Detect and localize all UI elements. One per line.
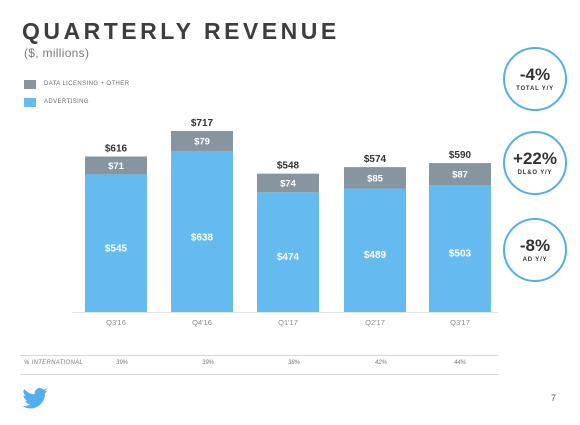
data-label-advertising: $489 <box>364 250 387 261</box>
data-label-total: $717 <box>191 118 214 129</box>
legend-item-data-licensing: DATA LICENSING + OTHER <box>24 79 129 89</box>
bar-advertising <box>171 150 233 312</box>
kpi-dlo-value: +22% <box>513 149 557 168</box>
bar-data-licensing <box>344 167 406 189</box>
international-value: 44% <box>453 360 466 366</box>
bar-data-licensing <box>85 156 147 175</box>
legend-item-advertising: ADVERTISING <box>24 97 129 107</box>
international-row: % INTERNATIONAL 39% 39% 38% 42% 44% <box>20 355 498 375</box>
x-tick-label: Q3'16 <box>106 318 126 327</box>
data-label-advertising: $638 <box>191 232 214 243</box>
x-tick-label: Q1'17 <box>278 318 298 327</box>
international-value: 39% <box>201 360 214 366</box>
legend-label-advertising: ADVERTISING <box>44 99 89 105</box>
data-label-data-licensing: $79 <box>194 136 210 147</box>
kpi-ad-label: AD Y/Y <box>522 257 548 263</box>
chart-legend: DATA LICENSING + OTHER ADVERTISING <box>24 79 129 115</box>
data-label-advertising: $474 <box>277 252 300 263</box>
slide-title: QUARTERLY REVENUE <box>22 18 340 44</box>
international-value: 42% <box>374 360 387 366</box>
data-label-advertising: $503 <box>449 248 472 259</box>
kpi-total-yoy: -4% TOTAL Y/Y <box>503 47 567 111</box>
legend-swatch-advertising <box>24 97 36 107</box>
kpi-total-value: -4% <box>519 65 551 84</box>
kpi-dlo-label: DL&O Y/Y <box>517 170 553 176</box>
kpi-dlo-yoy: +22% DL&O Y/Y <box>503 131 567 195</box>
data-label-total: $574 <box>364 154 387 165</box>
bar-data-licensing <box>429 163 491 186</box>
international-value: 38% <box>287 360 300 366</box>
data-label-data-licensing: $87 <box>452 170 468 181</box>
bar-data-licensing <box>257 173 319 193</box>
kpi-total-label: TOTAL Y/Y <box>516 86 554 92</box>
bar-advertising <box>85 174 147 312</box>
bar-advertising <box>429 185 491 312</box>
data-label-total: $616 <box>105 143 128 154</box>
bar-data-licensing <box>171 131 233 151</box>
x-tick-label: Q3'17 <box>450 318 470 327</box>
data-label-total: $548 <box>277 161 300 172</box>
bar-advertising <box>257 192 319 312</box>
legend-label-data-licensing: DATA LICENSING + OTHER <box>44 81 130 87</box>
data-label-data-licensing: $74 <box>280 179 297 190</box>
kpi-ad-yoy: -8% AD Y/Y <box>503 218 567 282</box>
page-number: 7 <box>551 393 557 403</box>
data-label-total: $590 <box>449 150 472 161</box>
slide-subtitle: ($, millions) <box>24 46 90 60</box>
kpi-ad-value: -8% <box>519 236 551 255</box>
x-tick-label: Q4'16 <box>192 318 212 327</box>
international-value: 39% <box>115 360 128 366</box>
data-label-data-licensing: $85 <box>367 173 384 184</box>
international-label: % INTERNATIONAL <box>24 360 84 366</box>
twitter-bird-icon <box>22 388 48 409</box>
data-label-data-licensing: $71 <box>108 161 125 172</box>
legend-swatch-data-licensing <box>24 79 36 89</box>
data-label-advertising: $545 <box>105 243 128 254</box>
x-tick-label: Q2'17 <box>365 318 385 327</box>
bar-advertising <box>344 188 406 312</box>
